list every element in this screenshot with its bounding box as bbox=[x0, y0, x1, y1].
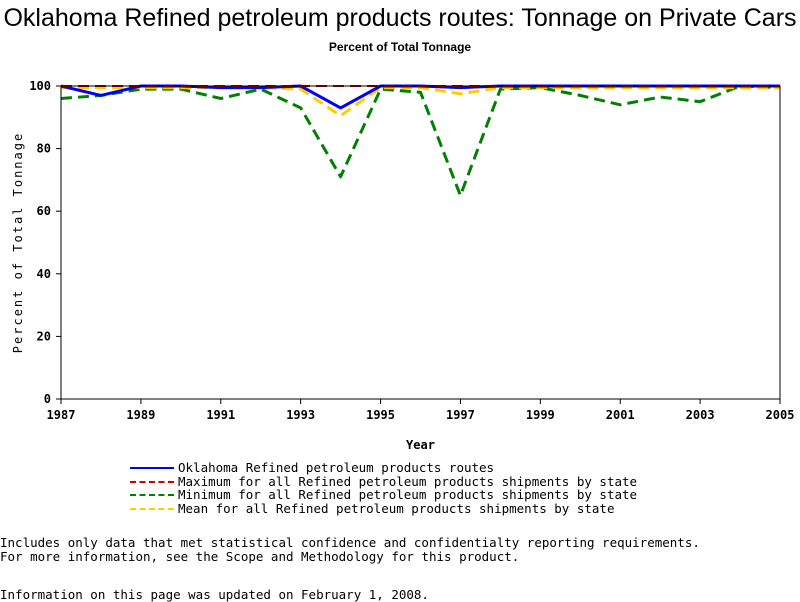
y-tick-label: 40 bbox=[37, 267, 51, 281]
x-tick-label: 1987 bbox=[47, 408, 76, 422]
updated-notice: Information on this page was updated on … bbox=[0, 587, 429, 602]
legend-label: Oklahoma Refined petroleum products rout… bbox=[178, 460, 495, 475]
x-tick-label: 2001 bbox=[606, 408, 635, 422]
legend-swatch bbox=[130, 494, 174, 496]
series-layer bbox=[60, 84, 781, 197]
x-tick-label: 1995 bbox=[366, 408, 395, 422]
x-tick-label: 1991 bbox=[206, 408, 235, 422]
legend-swatch bbox=[130, 507, 174, 510]
x-tick-label: 1999 bbox=[526, 408, 555, 422]
legend-label: Mean for all Refined petroleum products … bbox=[178, 500, 615, 516]
series-line-3 bbox=[61, 86, 780, 118]
x-tick-label: 2003 bbox=[686, 408, 715, 422]
legend-swatch bbox=[130, 480, 174, 483]
x-tick-label: 1993 bbox=[286, 408, 315, 422]
y-tick-label: 0 bbox=[44, 392, 51, 406]
footnote-confidence: Includes only data that met statistical … bbox=[0, 535, 700, 550]
y-tick-label: 100 bbox=[29, 79, 51, 93]
chart-title: Oklahoma Refined petroleum products rout… bbox=[3, 4, 797, 32]
y-tick-label: 80 bbox=[37, 142, 51, 156]
y-tick-label: 60 bbox=[37, 204, 51, 218]
chart-subtitle: Percent of Total Tonnage bbox=[328, 40, 472, 54]
footnote-methodology: For more information, see the Scope and … bbox=[0, 548, 520, 564]
x-tick-label: 1997 bbox=[446, 408, 475, 422]
x-tick-label: 1989 bbox=[126, 408, 155, 422]
axis-layer: 1987 1989 1991 1993 1995 1997 1999 2001 2003 2005… bbox=[29, 79, 794, 422]
plot-frame bbox=[60, 85, 781, 400]
legend-label: Minimum for all Refined petroleum produc… bbox=[178, 487, 638, 502]
x-tick-label: 2005 bbox=[766, 408, 795, 422]
legend-label: Maximum for all Refined petroleum produc… bbox=[178, 473, 638, 489]
series-line-2 bbox=[60, 84, 781, 197]
footnote: Includes only data that met statistical … bbox=[0, 536, 700, 563]
y-axis-title: Percent of Total Tonnage bbox=[11, 132, 25, 353]
x-axis-title: Year bbox=[406, 438, 435, 452]
y-tick-label: 20 bbox=[37, 329, 51, 343]
legend-swatch bbox=[130, 467, 174, 469]
